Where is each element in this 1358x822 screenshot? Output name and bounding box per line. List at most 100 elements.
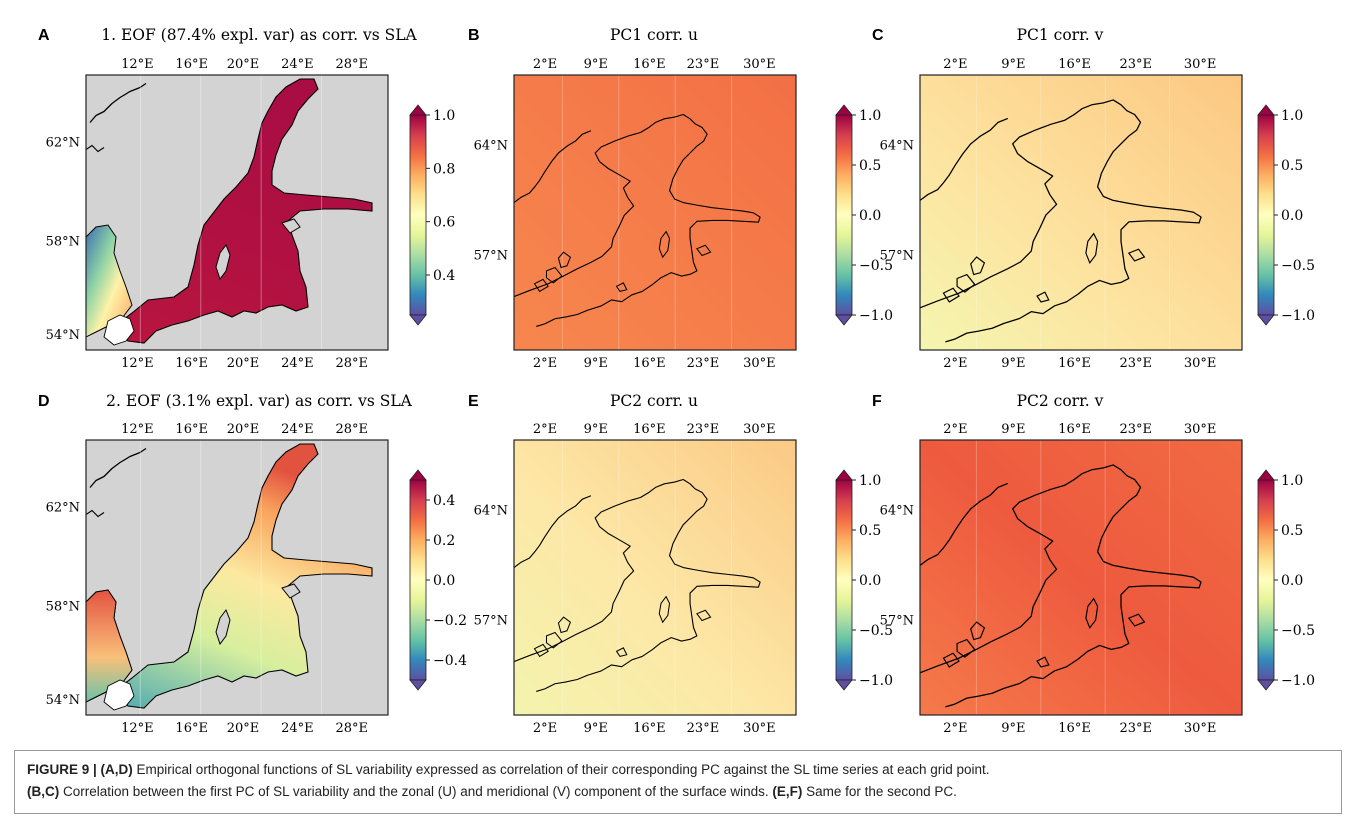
panel-c: C PC1 corr. v 2°E 2°E 9°E 9°E 16°E 16°E 23°E 23°E… (872, 26, 1315, 371)
panel-letter: C (872, 27, 884, 44)
x-tick-label-top: 16°E (633, 57, 666, 72)
colorbar-tick-label: −0.5 (1281, 258, 1315, 274)
x-tick-label-top: 24°E (281, 57, 314, 72)
panel-e: E PC2 corr. u 2°E 2°E 9°E 9°E 16°E 16°E 23°E 23°E… (468, 392, 893, 736)
x-tick-label-bottom: 23°E (1119, 721, 1152, 736)
x-tick-label-bottom: 2°E (533, 356, 557, 371)
caption-p1-bold: (A,D) (100, 762, 133, 777)
map-frame (513, 439, 797, 716)
x-tick-label-bottom: 30°E (1184, 721, 1217, 736)
x-tick-label-top: 2°E (943, 422, 967, 437)
colorbar-tick-label: 0.4 (433, 493, 455, 509)
colorbar-tick-label: −1.0 (1281, 673, 1315, 689)
colorbar-tick-label: 0.5 (1281, 523, 1303, 539)
panel-title: PC1 corr. u (610, 26, 698, 44)
x-tick-label-top: 23°E (1119, 422, 1152, 437)
x-tick-label-top: 2°E (533, 57, 557, 72)
x-tick-label-bottom: 20°E (227, 356, 260, 371)
y-tick-label: 54°N (46, 693, 80, 708)
colorbar-tick-label: 0.5 (859, 158, 881, 174)
colorbar-tick-label: 0.5 (859, 523, 881, 539)
colorbar-tick-label: 0.0 (433, 573, 455, 589)
x-tick-label-top: 12°E (121, 422, 154, 437)
map-frame (919, 74, 1243, 351)
map-frame (85, 439, 389, 716)
colorbar-tick-label: 1.0 (1281, 473, 1303, 489)
x-tick-label-top: 9°E (1001, 57, 1025, 72)
x-tick-label-bottom: 2°E (533, 721, 557, 736)
caption-p2-bold: (B,C) (27, 784, 60, 799)
colorbar-tick-label: 0.0 (859, 573, 881, 589)
x-tick-label-top: 12°E (121, 57, 154, 72)
colorbar: 1.0 0.5 0.0 −0.5 −1.0 (1257, 104, 1315, 326)
x-tick-label-top: 2°E (943, 57, 967, 72)
colorbar-tick-label: 1.0 (859, 473, 881, 489)
y-tick-label: 57°N (880, 248, 914, 263)
panel-title: PC2 corr. u (610, 392, 698, 410)
panel-letter: E (468, 393, 479, 410)
x-tick-label-bottom: 16°E (175, 356, 208, 371)
x-tick-label-top: 28°E (335, 422, 368, 437)
colorbar-tick-label: 0.0 (1281, 573, 1303, 589)
x-tick-label-bottom: 9°E (584, 356, 608, 371)
panel-title: PC2 corr. v (1017, 392, 1104, 410)
map-field (920, 75, 1242, 350)
x-tick-label-bottom: 24°E (281, 356, 314, 371)
x-tick-label-top: 23°E (1119, 57, 1152, 72)
panel-letter: A (38, 27, 50, 44)
y-tick-label: 57°N (474, 613, 508, 628)
sea-field (115, 78, 373, 344)
x-tick-label-bottom: 30°E (743, 356, 776, 371)
colorbar-tick-label: −0.5 (859, 623, 893, 639)
caption-p1-text: Empirical orthogonal functions of SL var… (132, 762, 990, 777)
caption-figure-label: FIGURE 9 | (27, 762, 101, 777)
x-tick-label-top: 16°E (1058, 422, 1091, 437)
x-tick-label-top: 9°E (1001, 422, 1025, 437)
colorbar-tick-label: 0.0 (859, 208, 881, 224)
panel-d: D 2. EOF (3.1% expl. var) as corr. vs SLA… (38, 392, 467, 736)
panel-letter: B (468, 27, 480, 44)
y-tick-label: 62°N (46, 136, 80, 151)
map-frame (513, 74, 797, 351)
panel-title: PC1 corr. v (1017, 26, 1104, 44)
x-tick-label-bottom: 28°E (335, 721, 368, 736)
x-tick-label-bottom: 9°E (1001, 721, 1025, 736)
colorbar-tick-label: 1.0 (433, 108, 455, 124)
caption-p3-bold: (E,F) (772, 784, 803, 799)
x-tick-label-bottom: 23°E (687, 356, 720, 371)
panel-letter: D (38, 393, 50, 410)
panel-a: A 1. EOF (87.4% expl. var) as corr. vs SL… (38, 26, 455, 371)
y-tick-label: 57°N (880, 613, 914, 628)
x-tick-label-top: 20°E (227, 57, 260, 72)
x-tick-label-bottom: 16°E (1058, 356, 1091, 371)
colorbar: 0.4 0.2 0.0 −0.2 −0.4 (409, 469, 467, 691)
x-tick-label-top: 24°E (281, 422, 314, 437)
x-tick-label-bottom: 16°E (1058, 721, 1091, 736)
y-tick-label: 57°N (474, 248, 508, 263)
colorbar-tick-label: −0.4 (433, 653, 467, 669)
caption-p3-text: Same for the second PC. (802, 784, 957, 799)
y-tick-label: 58°N (46, 235, 80, 250)
map-field (86, 75, 388, 350)
y-tick-label: 62°N (46, 501, 80, 516)
caption-p2-text: Correlation between the first PC of SL v… (59, 784, 773, 799)
x-tick-label-bottom: 2°E (943, 356, 967, 371)
x-tick-label-top: 16°E (1058, 57, 1091, 72)
colorbar-tick-label: −1.0 (1281, 308, 1315, 324)
colorbar-tick-label: −0.5 (1281, 623, 1315, 639)
colorbar-tick-label: −1.0 (859, 673, 893, 689)
map-field (514, 75, 796, 350)
x-tick-label-bottom: 12°E (121, 721, 154, 736)
x-tick-label-top: 28°E (335, 57, 368, 72)
x-tick-label-bottom: 2°E (943, 721, 967, 736)
x-tick-label-bottom: 24°E (281, 721, 314, 736)
map-field (920, 440, 1242, 715)
map-frame (919, 439, 1243, 716)
figure-caption: FIGURE 9 | (A,D) Empirical orthogonal fu… (14, 750, 1342, 814)
x-tick-label-top: 16°E (633, 422, 666, 437)
y-tick-label: 64°N (880, 503, 914, 518)
x-tick-label-bottom: 23°E (1119, 356, 1152, 371)
colorbar-tick-label: 0.4 (433, 268, 455, 284)
colorbar-tick-label: −0.2 (433, 613, 467, 629)
map-frame (85, 74, 389, 351)
